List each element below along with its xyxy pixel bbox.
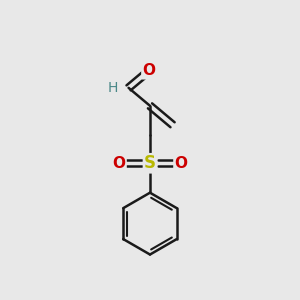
Text: O: O (112, 156, 126, 171)
Text: O: O (142, 63, 155, 78)
Text: H: H (107, 81, 118, 95)
Text: S: S (144, 154, 156, 172)
Text: O: O (174, 156, 188, 171)
